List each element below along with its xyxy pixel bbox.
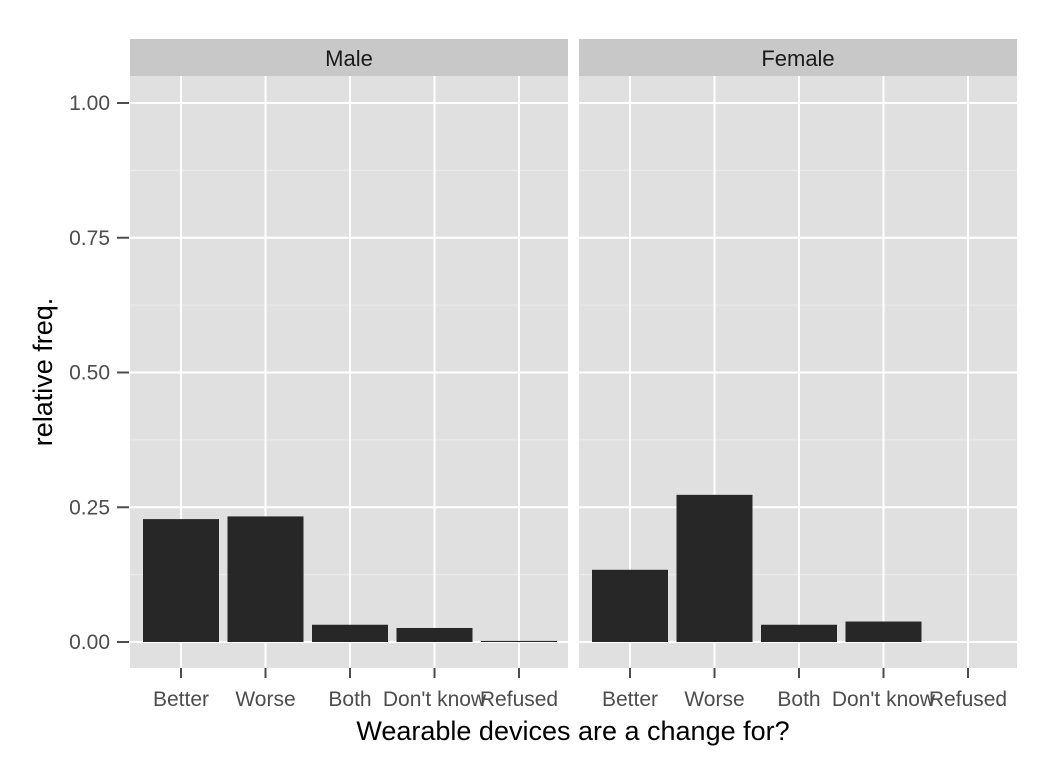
y-axis-title: relative freq. [28,298,58,447]
bar-male-0 [143,519,219,642]
x-tick-label: Both [328,688,371,711]
y-tick-label: 1.00 [69,92,110,115]
x-tick-label: Better [602,688,658,711]
facet-strip [130,39,568,76]
facet-strip-label: Female [761,46,834,71]
bar-female-2 [761,624,837,642]
y-tick-label: 0.00 [69,631,110,654]
x-tick-label: Refused [929,688,1007,711]
y-tick-label: 0.75 [69,227,110,250]
y-tick-label: 0.25 [69,496,110,519]
x-tick-label: Both [777,688,820,711]
bar-male-2 [312,624,388,642]
x-tick-label: Worse [235,688,295,711]
x-axis-title: Wearable devices are a change for? [356,716,789,746]
y-tick-label: 0.50 [69,362,110,385]
x-tick-label: Better [153,688,209,711]
bar-male-3 [396,627,473,642]
bar-female-1 [676,494,753,642]
x-tick-label: Worse [684,688,744,711]
x-tick-label: Don't know [383,688,487,711]
facet-strip-label: Male [325,46,373,71]
bar-female-0 [592,569,668,642]
facet-strip [579,39,1017,76]
bar-male-1 [227,516,304,642]
bar-male-4 [481,640,557,642]
bar-female-3 [845,621,922,642]
x-tick-label: Refused [480,688,558,711]
y-axis: 0.00 0.25 0.50 0.75 1.00 [69,92,129,654]
x-tick-label: Don't know [832,688,936,711]
